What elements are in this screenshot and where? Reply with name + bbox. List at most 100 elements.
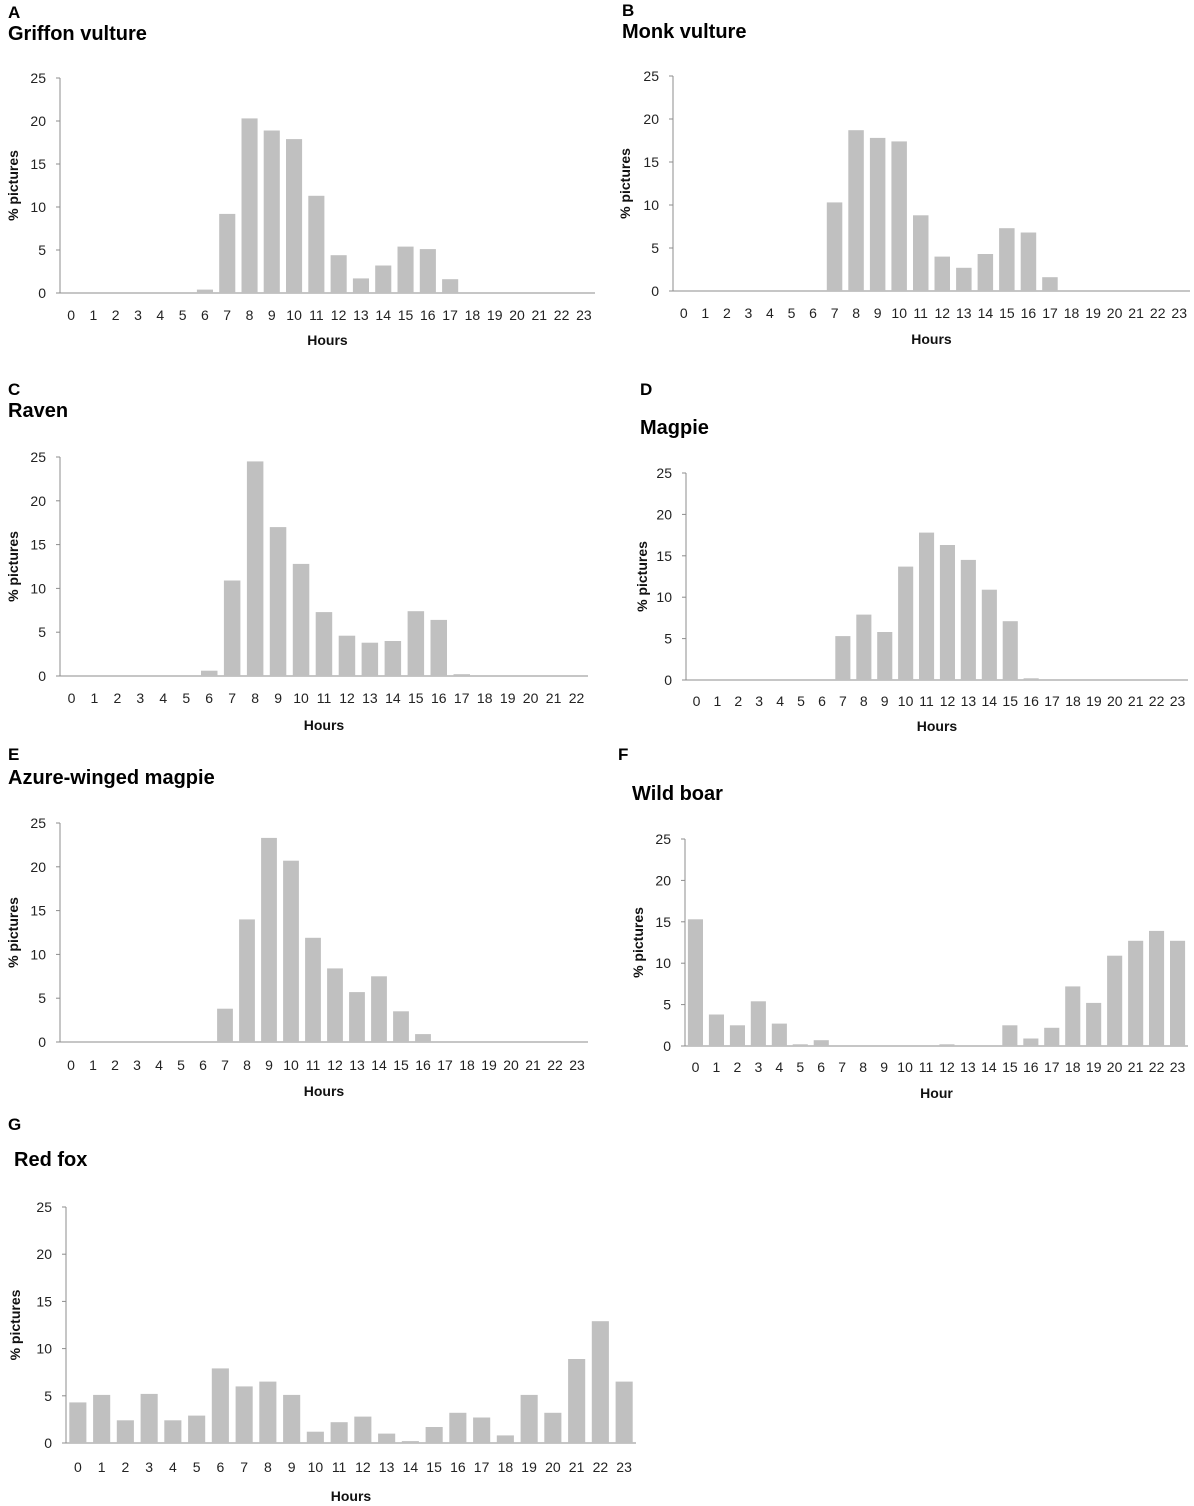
chart-title: Azure-winged magpie <box>8 767 215 789</box>
x-tick-label: 3 <box>745 305 753 321</box>
x-tick-label: 4 <box>776 693 784 709</box>
bar-hour-9 <box>877 632 893 680</box>
x-tick-label: 4 <box>775 1059 783 1075</box>
x-tick-label: 9 <box>881 693 889 709</box>
y-tick-label: 20 <box>30 493 46 509</box>
x-tick-label: 17 <box>437 1057 453 1073</box>
x-tick-label: 9 <box>288 1459 296 1475</box>
x-axis-label: Hours <box>331 1488 372 1504</box>
x-tick-label: 13 <box>961 693 977 709</box>
chart-title: Magpie <box>640 417 709 439</box>
bar-hour-11 <box>315 612 333 676</box>
x-tick-label: 0 <box>680 305 688 321</box>
x-tick-label: 18 <box>1065 1059 1081 1075</box>
x-tick-label: 10 <box>897 1059 913 1075</box>
x-tick-label: 16 <box>420 307 436 323</box>
x-tick-label: 21 <box>532 307 548 323</box>
x-tick-label: 4 <box>156 307 164 323</box>
x-tick-label: 18 <box>498 1459 514 1475</box>
y-tick-label: 20 <box>643 111 659 127</box>
bar-hour-21 <box>1128 940 1144 1046</box>
y-tick-label: 5 <box>651 240 659 256</box>
x-tick-label: 14 <box>403 1459 419 1475</box>
x-tick-label: 2 <box>112 307 120 323</box>
x-tick-label: 20 <box>1107 305 1123 321</box>
bar-hour-9 <box>263 130 280 293</box>
y-tick-label: 25 <box>656 465 672 481</box>
bar-hour-16 <box>1020 232 1037 291</box>
x-tick-label: 0 <box>693 693 701 709</box>
x-tick-label: 2 <box>734 693 742 709</box>
bar-hour-9 <box>869 137 886 291</box>
x-tick-label: 11 <box>317 690 332 706</box>
y-tick-label: 15 <box>30 537 46 553</box>
x-tick-label: 3 <box>134 307 142 323</box>
y-tick-label: 10 <box>30 946 46 962</box>
x-tick-label: 7 <box>223 307 231 323</box>
y-tick-label: 25 <box>655 831 671 847</box>
x-tick-label: 15 <box>426 1459 442 1475</box>
panel-letter: G <box>8 1115 21 1134</box>
x-tick-label: 6 <box>201 307 209 323</box>
x-tick-label: 5 <box>182 690 190 706</box>
x-tick-label: 18 <box>459 1057 475 1073</box>
y-tick-label: 5 <box>38 624 46 640</box>
y-tick-label: 10 <box>643 197 659 213</box>
bar-hour-22 <box>591 1321 609 1443</box>
x-tick-label: 11 <box>332 1459 347 1475</box>
chart-title: Raven <box>8 400 68 422</box>
x-tick-label: 11 <box>919 1059 934 1075</box>
x-tick-label: 4 <box>169 1459 177 1475</box>
bar-hour-18 <box>1065 986 1081 1046</box>
y-tick-label: 25 <box>36 1199 52 1215</box>
bar-hour-8 <box>259 1381 277 1443</box>
y-tick-label: 15 <box>655 914 671 930</box>
y-tick-label: 0 <box>38 1034 46 1050</box>
bar-hour-12 <box>934 256 950 291</box>
x-tick-label: 20 <box>1107 693 1123 709</box>
bar-hour-17 <box>473 1417 491 1443</box>
bar-hour-13 <box>352 278 369 293</box>
x-tick-label: 14 <box>375 307 391 323</box>
bar-hour-14 <box>375 265 392 293</box>
x-tick-label: 18 <box>465 307 481 323</box>
x-axis-label: Hours <box>304 1083 345 1099</box>
x-tick-label: 2 <box>111 1057 119 1073</box>
x-tick-label: 5 <box>193 1459 201 1475</box>
x-axis-label: Hours <box>304 717 345 733</box>
bar-hour-0 <box>69 1402 87 1443</box>
y-tick-label: 0 <box>651 283 659 299</box>
x-tick-label: 0 <box>74 1459 82 1475</box>
bar-hour-14 <box>371 976 387 1042</box>
x-tick-label: 3 <box>755 1059 763 1075</box>
x-tick-label: 16 <box>431 690 447 706</box>
chart-title: Red fox <box>14 1149 87 1171</box>
x-tick-label: 7 <box>221 1057 229 1073</box>
bar-hour-19 <box>520 1394 538 1443</box>
x-tick-label: 17 <box>1044 1059 1060 1075</box>
y-tick-label: 20 <box>655 872 671 888</box>
bar-hour-7 <box>217 1008 233 1042</box>
y-tick-label: 10 <box>30 199 46 215</box>
bar-hour-2 <box>729 1025 745 1046</box>
bar-hour-23 <box>1170 940 1186 1046</box>
x-tick-label: 9 <box>880 1059 888 1075</box>
y-tick-label: 20 <box>36 1246 52 1262</box>
bar-hour-5 <box>792 1044 808 1046</box>
bar-hour-12 <box>939 1044 955 1046</box>
x-tick-label: 16 <box>415 1057 431 1073</box>
bar-hour-8 <box>246 461 264 676</box>
x-tick-label: 16 <box>450 1459 466 1475</box>
x-tick-label: 8 <box>251 690 259 706</box>
bar-hour-6 <box>196 289 213 293</box>
x-tick-label: 14 <box>385 690 401 706</box>
x-tick-label: 13 <box>362 690 378 706</box>
y-tick-label: 25 <box>30 815 46 831</box>
x-tick-label: 9 <box>274 690 282 706</box>
x-tick-label: 8 <box>852 305 860 321</box>
panel-letter: A <box>8 3 20 22</box>
x-tick-label: 5 <box>796 1059 804 1075</box>
x-tick-label: 8 <box>246 307 254 323</box>
